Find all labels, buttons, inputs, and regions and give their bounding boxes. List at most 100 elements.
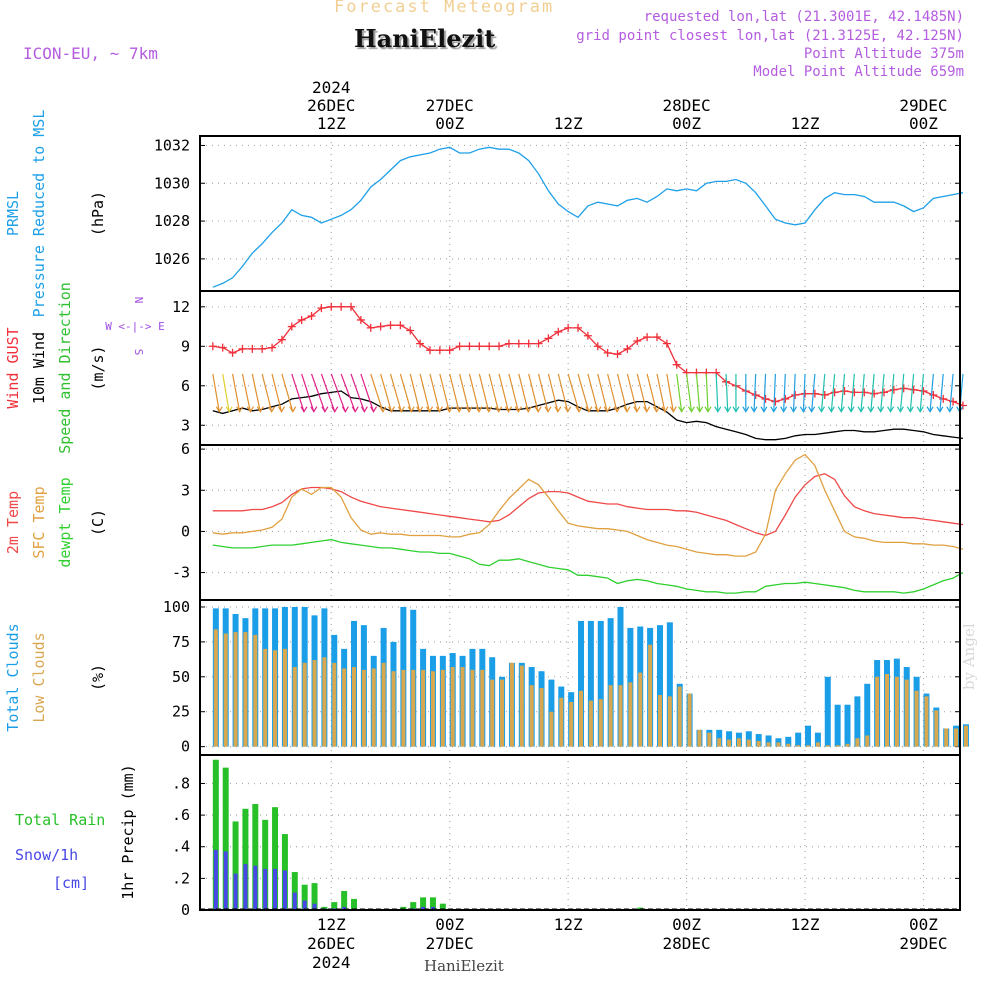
gust-marker (909, 385, 918, 394)
bar (292, 667, 297, 747)
wind-arrowhead (426, 406, 434, 413)
gust-marker (860, 388, 869, 397)
gust-marker (327, 302, 336, 311)
wind-arrowhead (742, 406, 750, 413)
bar (391, 671, 396, 747)
bar (805, 725, 812, 747)
meteogram-title: Forecast Meteogram (334, 0, 555, 17)
bar (638, 672, 643, 747)
bar (815, 742, 820, 747)
bar (569, 701, 574, 747)
bar (736, 738, 741, 747)
panel-clouds: 0 25 50 75 100 Total Clouds Low Clouds (%) (4, 598, 969, 756)
bar (253, 634, 258, 747)
wind-arrow (291, 373, 305, 412)
gust-marker (919, 387, 928, 396)
bar (213, 629, 218, 747)
bar (746, 739, 751, 747)
wind-arrow (763, 373, 767, 412)
bar (460, 667, 465, 747)
series-line (212, 390, 964, 441)
bar (656, 625, 663, 747)
wind-arrow (792, 373, 796, 412)
gust-marker (356, 315, 365, 324)
bar (361, 669, 366, 747)
y-tick-label: .2 (172, 869, 190, 887)
wind-arrow (449, 373, 460, 412)
wind-arrow (567, 373, 580, 412)
y-tick-label: 1030 (154, 174, 190, 192)
bar (578, 620, 585, 747)
bar (480, 669, 485, 747)
time-label-top: 28DEC (663, 96, 711, 115)
y-tick-label: 1026 (154, 250, 190, 268)
gust-marker (347, 302, 356, 311)
wind-arrowhead (724, 406, 732, 413)
wind-arrowhead (575, 406, 583, 413)
y-tick-label: .4 (172, 838, 190, 856)
wind-arrowhead (653, 406, 661, 413)
y-tick-label: -3 (172, 564, 190, 582)
wind-arrow (949, 373, 954, 412)
y-tick-label: 1028 (154, 212, 190, 230)
wind-arrow (577, 373, 590, 412)
gust-marker (337, 302, 346, 311)
gust-marker (445, 346, 454, 355)
bar (421, 669, 426, 747)
bar (213, 849, 218, 910)
wind-arrow (753, 373, 757, 412)
bar (825, 745, 830, 747)
y-tick-label: 1032 (154, 136, 190, 154)
bar (727, 739, 732, 747)
unit-label: 1hr Precip (mm) (119, 764, 137, 899)
wind-arrow (340, 373, 356, 412)
wind-arrow (587, 373, 599, 412)
gust-marker (396, 321, 405, 330)
wind-arrowhead (678, 406, 686, 413)
bar (697, 729, 702, 747)
bar (301, 884, 308, 910)
gust-marker (899, 384, 908, 393)
panel-frame (199, 754, 961, 911)
gust-marker (465, 342, 474, 351)
time-label-bottom: 12Z (554, 915, 583, 934)
bar (233, 632, 238, 747)
bar (884, 674, 889, 747)
bar (717, 738, 722, 747)
gust-marker (643, 333, 652, 342)
panel-label: 10m Wind (30, 332, 48, 404)
y-tick-label: .8 (172, 774, 190, 792)
wind-arrow (773, 373, 777, 412)
panel-label: Snow/1h (15, 846, 78, 864)
y-tick-label: 6 (181, 377, 190, 395)
wind-arrowhead (544, 406, 552, 413)
gust-marker (593, 342, 602, 351)
wind-arrow (607, 373, 618, 412)
gust-marker (416, 339, 425, 348)
wind-arrowhead (246, 406, 254, 413)
gust-marker (376, 322, 385, 331)
wind-arrowhead (485, 406, 493, 413)
wind-arrowhead (643, 406, 651, 413)
panel-precip: 0 .2 .4 .6 .8 Total Rain Snow/1h [cm] 1hr Precip… (15, 754, 961, 919)
gust-marker (475, 342, 484, 351)
bar (440, 669, 445, 747)
gust-marker (307, 312, 316, 321)
bar (322, 657, 327, 747)
gust-marker (840, 387, 849, 396)
wind-arrowhead (465, 406, 473, 413)
wind-arrow (656, 373, 666, 412)
wind-arrow (636, 373, 648, 412)
wind-arrowhead (770, 406, 778, 413)
wind-arrow (271, 373, 283, 412)
wind-arrowhead (857, 406, 865, 413)
bar (875, 676, 880, 747)
time-label-bottom: 12Z (791, 915, 820, 934)
location-title: HaniElezit (354, 24, 496, 53)
panel-temperature: -3 0 3 6 2m Temp SFC Temp dewpt Temp (C) (4, 440, 964, 601)
y-tick-label: 3 (181, 481, 190, 499)
wind-arrow (666, 373, 674, 412)
point-altitude: Point Altitude 375m (803, 46, 964, 62)
y-tick-label: 9 (181, 337, 190, 355)
wind-arrow (616, 373, 628, 412)
